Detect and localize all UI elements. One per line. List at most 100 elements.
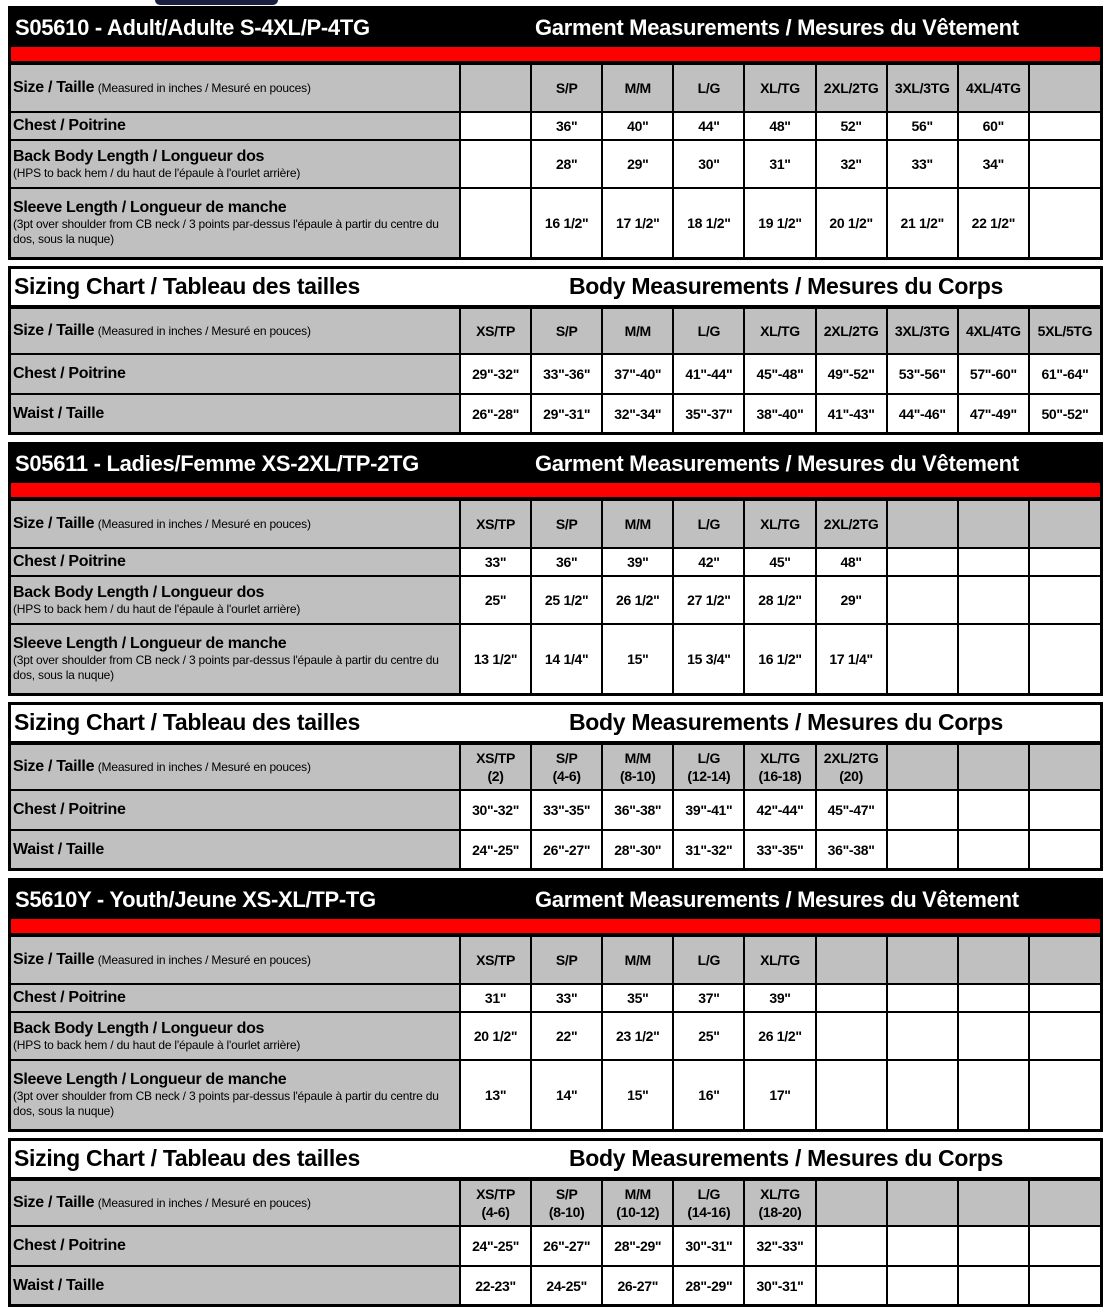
value-cell: 33" bbox=[458, 547, 533, 577]
row-label: Waist / Taille bbox=[13, 840, 104, 858]
value-cell: 28"-29" bbox=[601, 1225, 675, 1267]
size-header-cell: XL/TG bbox=[743, 499, 817, 549]
value-cell: 17 1/2" bbox=[601, 187, 675, 257]
table-row: Chest / Poitrine 30"-32" 33"-35" 36"-38" 39"… bbox=[11, 789, 1100, 831]
table-title: S05611 - Ladies/Femme XS-2XL/TP-2TG bbox=[15, 451, 419, 476]
row-label: Chest / Poitrine bbox=[13, 117, 126, 134]
size-note: (Measured in inches / Mesuré en pouces) bbox=[97, 517, 311, 531]
empty-cell bbox=[1027, 1179, 1100, 1227]
empty-cell bbox=[1027, 935, 1100, 985]
value-cell: 21 1/2" bbox=[885, 187, 959, 257]
size-row: Size / Taille (Measured in inches / Mesu… bbox=[11, 499, 1100, 549]
value-cell: 16 1/2" bbox=[530, 187, 604, 257]
value-cell: 26-27" bbox=[601, 1265, 675, 1304]
row-label: Back Body Length / Longueur dos bbox=[13, 147, 265, 165]
empty-cell bbox=[1027, 1265, 1100, 1304]
row-label-cell: Chest / Poitrine bbox=[11, 1225, 461, 1267]
table-header: Sizing Chart / Tableau des tailles Body M… bbox=[11, 269, 1100, 307]
value-cell: 18 1/2" bbox=[672, 187, 746, 257]
row-note: (HPS to back hem / du haut de l'épaule à… bbox=[13, 165, 301, 180]
row-label-cell: Sleeve Length / Longueur de manche (3pt o… bbox=[11, 623, 461, 693]
row-label: Sleeve Length / Longueur de manche bbox=[13, 635, 287, 652]
top-tab-decoration bbox=[155, 0, 278, 5]
empty-cell bbox=[956, 743, 1030, 791]
table-row: Chest / Poitrine 36" 40" 44" 48" 52" 56" 60" bbox=[11, 111, 1100, 141]
empty-cell bbox=[1027, 547, 1100, 577]
size-header-cell: 2XL/2TG bbox=[814, 499, 888, 549]
empty-cell bbox=[956, 829, 1030, 868]
empty-cell bbox=[885, 789, 959, 831]
row-label: Chest / Poitrine bbox=[13, 1237, 126, 1254]
value-cell: 19 1/2" bbox=[743, 187, 817, 257]
value-cell: 44" bbox=[672, 111, 746, 141]
value-cell: 31"-32" bbox=[672, 829, 746, 868]
table-row: Chest / Poitrine 31" 33" 35" 37" 39" bbox=[11, 983, 1100, 1013]
size-label: Size / Taille bbox=[13, 758, 95, 775]
table-subtitle: Body Measurements / Mesures du Corps bbox=[569, 1145, 1003, 1171]
measurement-grid: Size / Taille (Measured in inches / Mesu… bbox=[11, 935, 1100, 1129]
row-label-cell: Chest / Poitrine bbox=[11, 111, 461, 141]
row-label: Chest / Poitrine bbox=[13, 553, 126, 570]
red-accent-bar bbox=[11, 47, 1100, 63]
value-cell: 13" bbox=[458, 1059, 533, 1129]
size-label: Size / Taille bbox=[13, 951, 95, 968]
size-header-cell: XL/TG bbox=[743, 935, 817, 985]
size-row: Size / Taille (Measured in inches / Mesu… bbox=[11, 63, 1100, 113]
value-cell: 33"-35" bbox=[743, 829, 817, 868]
table-header: S5610Y - Youth/Jeune XS-XL/TP-TG Garment … bbox=[11, 881, 1100, 919]
body-measurements-table: Sizing Chart / Tableau des tailles Body M… bbox=[8, 702, 1103, 871]
row-label: Sleeve Length / Longueur de manche bbox=[13, 199, 287, 216]
row-label: Back Body Length / Longueur dos bbox=[13, 1019, 265, 1037]
size-header-cell: 3XL/3TG bbox=[885, 307, 959, 355]
empty-cell bbox=[1027, 575, 1100, 625]
size-header-cell: M/M (10-12) bbox=[601, 1179, 675, 1227]
empty-cell bbox=[1027, 623, 1100, 693]
value-cell: 16 1/2" bbox=[743, 623, 817, 693]
empty-cell bbox=[458, 63, 533, 113]
value-cell: 34" bbox=[956, 139, 1030, 189]
value-cell: 33"-35" bbox=[530, 789, 604, 831]
row-note: (HPS to back hem / du haut de l'épaule à… bbox=[13, 601, 301, 616]
empty-cell bbox=[885, 983, 959, 1013]
empty-cell bbox=[1027, 829, 1100, 868]
empty-cell bbox=[814, 1225, 888, 1267]
value-cell: 47"-49" bbox=[956, 393, 1030, 432]
size-header-cell: XL/TG (18-20) bbox=[743, 1179, 817, 1227]
value-cell: 37" bbox=[672, 983, 746, 1013]
table-row: Sleeve Length / Longueur de manche (3pt o… bbox=[11, 623, 1100, 693]
size-note: (Measured in inches / Mesuré en pouces) bbox=[97, 953, 311, 967]
value-cell: 41"-43" bbox=[814, 393, 888, 432]
garment-measurements-table: S05610 - Adult/Adulte S-4XL/P-4TG Garment… bbox=[8, 6, 1103, 260]
empty-cell bbox=[885, 623, 959, 693]
table-header: Sizing Chart / Tableau des tailles Body M… bbox=[11, 705, 1100, 743]
measurement-grid: Size / Taille (Measured in inches / Mesu… bbox=[11, 63, 1100, 257]
row-label: Chest / Poitrine bbox=[13, 365, 126, 382]
red-accent-bar bbox=[11, 483, 1100, 499]
measurement-grid: Size / Taille (Measured in inches / Mesu… bbox=[11, 499, 1100, 693]
value-cell: 25 1/2" bbox=[530, 575, 604, 625]
row-label-cell: Sleeve Length / Longueur de manche (3pt o… bbox=[11, 187, 461, 257]
garment-measurements-table: S5610Y - Youth/Jeune XS-XL/TP-TG Garment … bbox=[8, 878, 1103, 1132]
row-label-cell: Back Body Length / Longueur dos (HPS to b… bbox=[11, 575, 461, 625]
size-header-cell: XS/TP bbox=[458, 935, 533, 985]
row-label-cell: Back Body Length / Longueur dos (HPS to b… bbox=[11, 139, 461, 189]
value-cell: 20 1/2" bbox=[814, 187, 888, 257]
table-subtitle: Body Measurements / Mesures du Corps bbox=[569, 709, 1003, 735]
value-cell: 29"-31" bbox=[530, 393, 604, 432]
value-cell: 28" bbox=[530, 139, 604, 189]
empty-cell bbox=[956, 983, 1030, 1013]
value-cell: 17" bbox=[743, 1059, 817, 1129]
size-header-cell: S/P (8-10) bbox=[530, 1179, 604, 1227]
value-cell: 36" bbox=[530, 111, 604, 141]
empty-cell bbox=[458, 139, 533, 189]
size-row: Size / Taille (Measured in inches / Mesu… bbox=[11, 935, 1100, 985]
table-subtitle: Body Measurements / Mesures du Corps bbox=[569, 273, 1003, 299]
size-header-cell: S/P bbox=[530, 63, 604, 113]
empty-cell bbox=[814, 1179, 888, 1227]
value-cell: 24"-25" bbox=[458, 829, 533, 868]
row-label-cell: Back Body Length / Longueur dos (HPS to b… bbox=[11, 1011, 461, 1061]
value-cell: 35"-37" bbox=[672, 393, 746, 432]
empty-cell bbox=[1027, 139, 1100, 189]
table-header: Sizing Chart / Tableau des tailles Body M… bbox=[11, 1141, 1100, 1179]
value-cell: 26"-27" bbox=[530, 1225, 604, 1267]
